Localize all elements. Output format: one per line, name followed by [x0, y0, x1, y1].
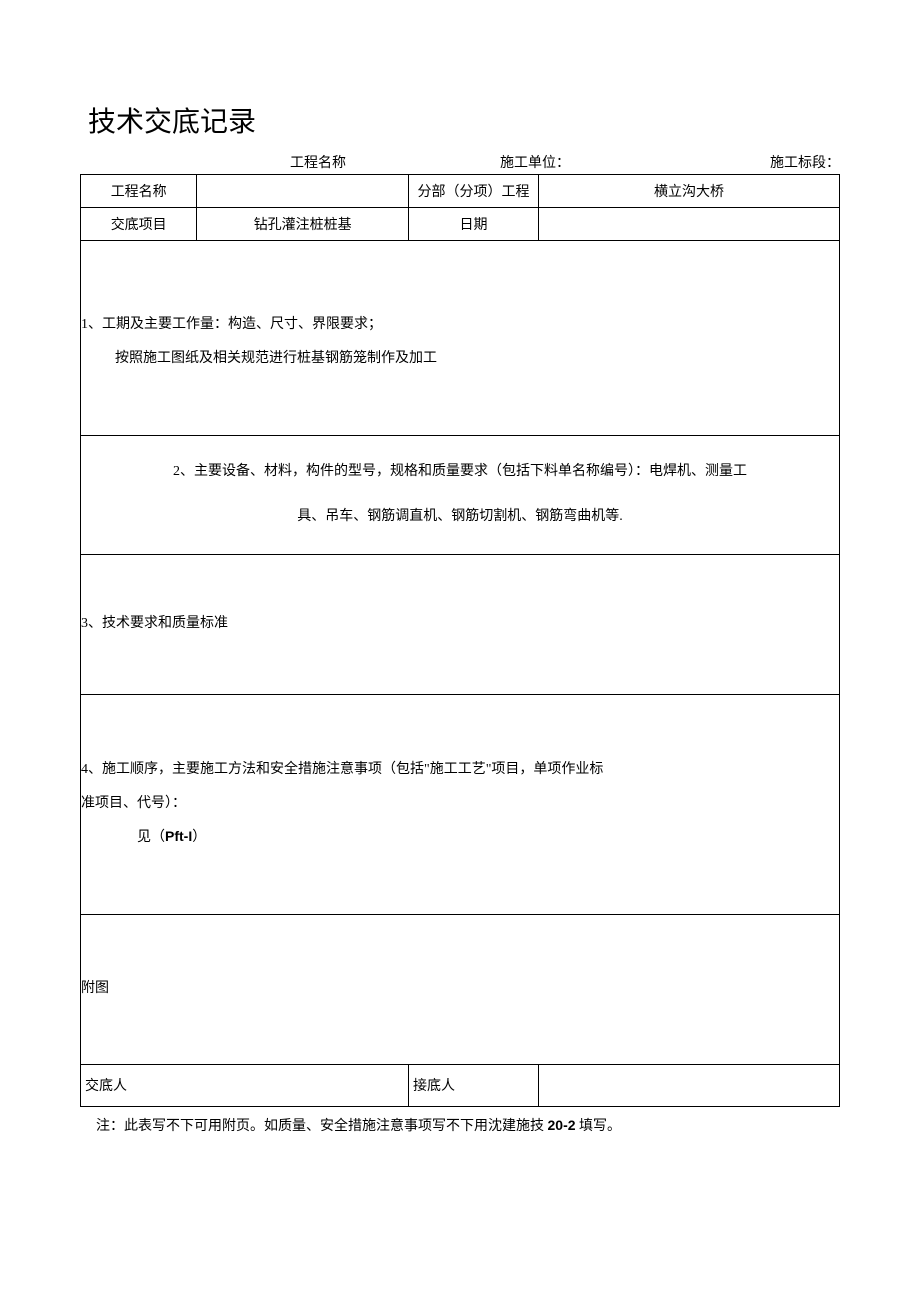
date-value — [539, 208, 840, 241]
disclosure-item-value: 钻孔灌注桩桩基 — [197, 208, 409, 241]
main-table: 工程名称 分部（分项）工程 横立沟大桥 交底项目 钻孔灌注桩桩基 日期 1、工期… — [80, 174, 840, 1107]
section-2-line-1: 2、主要设备、材料，构件的型号，规格和质量要求（包括下料单名称编号）：电焊机、测… — [97, 450, 823, 495]
section-1-row: 1、工期及主要工作量：构造、尺寸、界限要求； 按照施工图纸及相关规范进行桩基钢筋… — [81, 241, 840, 436]
table-row-item: 交底项目 钻孔灌注桩桩基 日期 — [81, 208, 840, 241]
footnote-suffix: 填写。 — [576, 1119, 622, 1134]
section-1-line-2: 按照施工图纸及相关规范进行桩基钢筋笼制作及加工 — [81, 342, 835, 376]
document-title: 技术交底记录 — [88, 100, 840, 140]
submitter-label: 交底人 — [81, 1064, 409, 1106]
signature-row: 交底人 接底人 — [81, 1064, 840, 1106]
sub-project-value: 横立沟大桥 — [539, 175, 840, 208]
section-2-line-2: 具、吊车、钢筋调直机、钢筋切割机、钢筋弯曲机等. — [97, 495, 823, 540]
receiver-value — [539, 1064, 840, 1106]
section-4-line-2: 准项目、代号）： — [81, 787, 839, 821]
sub-project-label: 分部（分项）工程 — [409, 175, 539, 208]
section-2-row: 2、主要设备、材料，构件的型号，规格和质量要求（包括下料单名称编号）：电焊机、测… — [81, 436, 840, 555]
footnote-prefix: 注：此表写不下可用附页。如质量、安全措施注意事项写不下用沈建施技 — [96, 1119, 548, 1134]
s4-prefix: 见（ — [137, 830, 165, 845]
date-label: 日期 — [409, 208, 539, 241]
section-4-line-1: 4、施工顺序，主要施工方法和安全措施注意事项（包括"施工工艺"项目，单项作业标 — [81, 753, 839, 787]
section-4-line-3: 见（Pft-I） — [81, 820, 839, 855]
header-construction-unit: 施工单位： — [500, 152, 705, 172]
section-5-row: 附图 — [81, 914, 840, 1064]
section-3-row: 3、技术要求和质量标准 — [81, 554, 840, 694]
header-project-name: 工程名称 — [290, 152, 500, 172]
footnote: 注：此表写不下可用附页。如质量、安全措施注意事项写不下用沈建施技 20-2 填写… — [80, 1115, 840, 1135]
section-1-line-1: 1、工期及主要工作量：构造、尺寸、界限要求； — [81, 308, 835, 342]
section-4-row: 4、施工顺序，主要施工方法和安全措施注意事项（包括"施工工艺"项目，单项作业标 … — [81, 694, 840, 914]
header-row: 工程名称 施工单位： 施工标段： — [80, 152, 840, 172]
disclosure-item-label: 交底项目 — [81, 208, 197, 241]
header-construction-section: 施工标段： — [705, 152, 840, 172]
s4-bold: Pft-I — [165, 828, 192, 844]
section-3-text: 3、技术要求和质量标准 — [81, 607, 839, 641]
s4-suffix: ） — [192, 830, 206, 845]
table-row-project: 工程名称 分部（分项）工程 横立沟大桥 — [81, 175, 840, 208]
footnote-bold: 20-2 — [548, 1117, 576, 1133]
project-name-value — [197, 175, 409, 208]
section-5-text: 附图 — [81, 972, 839, 1006]
receiver-label: 接底人 — [409, 1064, 539, 1106]
project-name-label: 工程名称 — [81, 175, 197, 208]
